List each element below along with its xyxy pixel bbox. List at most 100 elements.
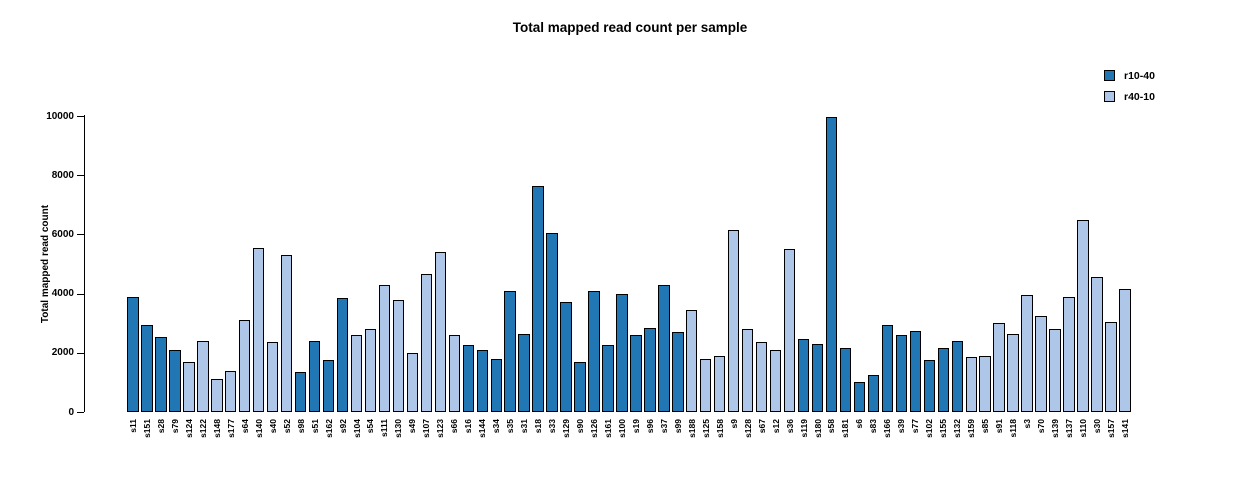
y-tick-label: 4000 [51, 288, 74, 300]
legend-swatch-dark [1104, 70, 1115, 81]
x-tick-label-s111: s111 [379, 419, 390, 437]
bar-s162 [322, 360, 335, 412]
x-tick-label-s66: s66 [449, 419, 460, 434]
x-tick-label-s19: s19 [630, 419, 641, 434]
x-tick-label-s34: s34 [491, 419, 502, 434]
x-tick-label-s35: s35 [505, 419, 516, 434]
bar-s122 [197, 340, 209, 412]
x-tick-label-s155: s155 [938, 419, 949, 438]
chart-title: Total mapped read count per sample [512, 20, 748, 35]
x-tick-label-s33: s33 [547, 419, 558, 434]
x-tick-label-s12: s12 [770, 419, 781, 434]
x-tick-label-s123: s123 [435, 419, 446, 438]
x-tick-label-s67: s67 [756, 419, 767, 434]
bar-s161 [602, 345, 614, 412]
bar-s64 [239, 320, 251, 412]
x-tick-label-s91: s91 [994, 419, 1005, 434]
bar-s6 [853, 382, 866, 412]
x-tick-label-s51: s51 [309, 419, 320, 434]
x-tick-label-s70: s70 [1036, 419, 1047, 434]
y-tick-label: 10000 [46, 110, 74, 122]
bar-s35 [504, 290, 516, 412]
bar-s98 [294, 372, 307, 412]
x-tick-label-s64: s64 [239, 419, 250, 434]
bar-s158 [714, 355, 726, 412]
bar-s144 [476, 349, 488, 412]
x-tick-label-s102: s102 [924, 419, 935, 438]
bar-s11 [127, 296, 139, 412]
bar-s104 [350, 335, 363, 412]
bar-s91 [993, 323, 1005, 412]
bar-s159 [965, 357, 977, 412]
x-tick-label-s85: s85 [980, 419, 991, 434]
bar-s52 [280, 255, 293, 412]
x-tick-label-s180: s180 [812, 419, 823, 438]
y-axis-title: Total mapped read count [40, 204, 51, 324]
x-tick-label-s188: s188 [686, 419, 697, 438]
x-tick-label-s30: s30 [1091, 419, 1102, 434]
x-tick-label-s39: s39 [896, 419, 907, 434]
x-tick-label-s40: s40 [267, 419, 278, 434]
bar-s33 [546, 232, 558, 412]
bar-s100 [616, 293, 628, 412]
x-tick-label-s148: s148 [211, 419, 222, 438]
legend-label: r40-10 [1124, 90, 1155, 103]
x-tick-label-s177: s177 [225, 419, 236, 438]
x-tick-label-s159: s159 [966, 419, 977, 438]
bar-s79 [169, 349, 181, 412]
x-tick-label-s3: s3 [1022, 419, 1033, 429]
y-tick-mark [77, 234, 84, 236]
bar-s30 [1091, 277, 1103, 412]
bar-s129 [560, 302, 572, 412]
bar-s66 [448, 335, 460, 412]
legend-entry-r40-10: r40-10 [1104, 86, 1155, 107]
bar-s130 [392, 299, 405, 412]
legend-entry-r10-40: r10-40 [1104, 65, 1155, 86]
x-tick-label-s79: s79 [169, 419, 180, 434]
plot-area [126, 116, 1134, 412]
y-tick-label: 6000 [51, 228, 74, 240]
y-tick-mark [77, 412, 84, 413]
bar-s67 [755, 342, 768, 412]
bar-s92 [336, 298, 349, 412]
x-tick-label-s166: s166 [882, 419, 893, 438]
x-tick-label-s118: s118 [1008, 419, 1019, 438]
x-tick-label-s11: s11 [127, 419, 138, 433]
x-tick-label-s37: s37 [658, 419, 669, 434]
x-tick-label-s52: s52 [281, 419, 292, 434]
x-tick-label-s119: s119 [798, 419, 809, 438]
bar-s166 [881, 324, 894, 412]
x-tick-label-s83: s83 [868, 419, 879, 434]
x-tick-label-s107: s107 [421, 419, 432, 438]
x-tick-label-s122: s122 [197, 419, 208, 438]
y-tick-label: 0 [68, 406, 74, 418]
x-tick-label-s49: s49 [407, 419, 418, 434]
y-tick-label: 2000 [51, 347, 74, 359]
bar-s83 [867, 375, 880, 412]
x-tick-label-s110: s110 [1077, 419, 1088, 438]
legend-label: r10-40 [1124, 69, 1155, 82]
bar-s137 [1063, 296, 1075, 412]
x-tick-label-s139: s139 [1050, 419, 1060, 438]
bar-s102 [923, 360, 935, 412]
legend-swatch-light [1104, 91, 1115, 102]
x-tick-label-s130: s130 [393, 419, 404, 438]
bar-s177 [225, 370, 237, 412]
bar-s148 [211, 379, 223, 412]
bar-s37 [658, 284, 670, 412]
bar-s118 [1007, 333, 1019, 412]
y-tick-mark [77, 116, 84, 117]
x-tick-label-s104: s104 [351, 419, 362, 438]
bar-s40 [267, 342, 279, 412]
x-tick-label-s157: s157 [1105, 419, 1116, 438]
bar-s126 [588, 290, 600, 412]
x-tick-label-s31: s31 [519, 419, 530, 434]
bar-s77 [909, 330, 921, 412]
bar-s140 [253, 247, 265, 412]
bar-s155 [937, 348, 949, 412]
bar-s125 [700, 358, 712, 412]
x-tick-label-s124: s124 [183, 419, 194, 438]
x-tick-label-s141: s141 [1119, 419, 1130, 438]
bar-s31 [518, 333, 530, 412]
bar-s139 [1049, 329, 1061, 412]
